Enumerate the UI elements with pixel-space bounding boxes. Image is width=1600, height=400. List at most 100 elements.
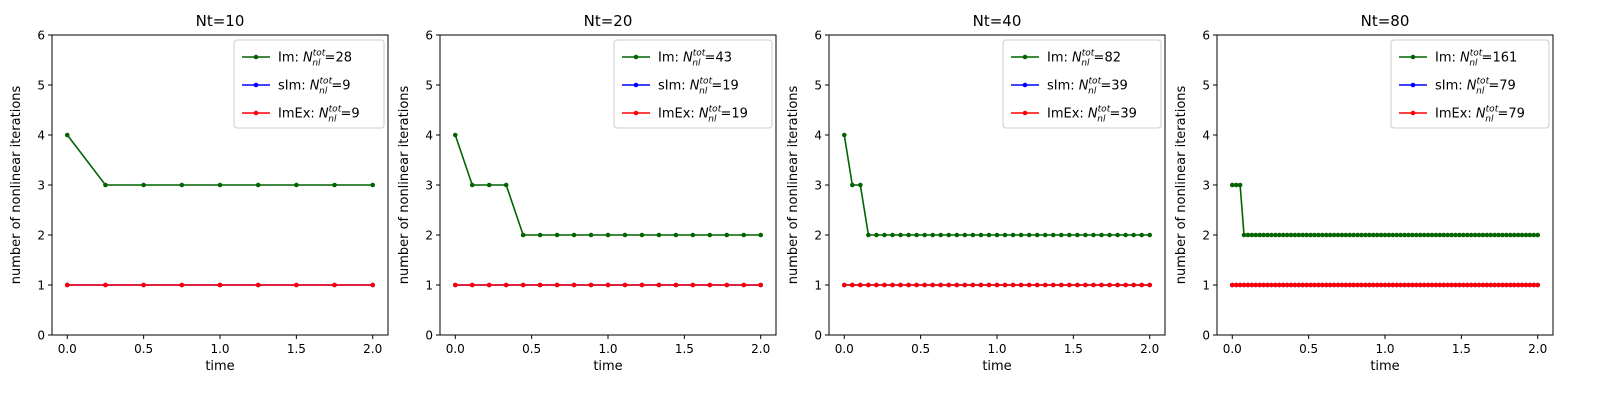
data-point-imex <box>1441 282 1447 288</box>
data-point-imex <box>1261 282 1266 288</box>
y-tick-label: 2 <box>1202 229 1210 243</box>
legend-math-sup: tot <box>700 77 713 87</box>
y-tick-label: 3 <box>37 179 45 193</box>
data-point-imex <box>1316 282 1321 288</box>
data-point-im <box>1453 232 1458 238</box>
data-point-imex <box>1067 282 1072 288</box>
x-tick-label: 1.5 <box>1452 342 1471 356</box>
legend-math-sub: nl <box>1469 59 1478 69</box>
data-point-imex <box>1453 282 1458 288</box>
data-point-imex <box>1535 282 1541 288</box>
data-point-imex <box>179 282 185 288</box>
data-point-im <box>1280 232 1286 238</box>
legend-total: =39 <box>1100 79 1127 94</box>
x-tick-label: 0.0 <box>58 342 77 356</box>
data-point-imex <box>1492 282 1497 288</box>
y-tick-label: 4 <box>425 129 433 143</box>
data-point-im <box>1067 232 1072 238</box>
legend-swatch-marker <box>633 54 639 60</box>
data-point-imex <box>571 282 577 288</box>
data-point-imex <box>1527 282 1533 288</box>
data-point-im <box>1402 232 1407 238</box>
data-point-im <box>1123 232 1128 238</box>
data-point-im <box>1410 232 1415 238</box>
x-tick-label: 0.5 <box>522 342 541 356</box>
legend-label-imex: ImEx: Ntot nl =9 <box>278 105 360 125</box>
data-point-im <box>1323 232 1329 238</box>
data-point-im <box>1249 232 1255 238</box>
legend-math-sub: nl <box>1476 87 1485 97</box>
x-tick-label: 1.5 <box>1064 342 1083 356</box>
legend-label-imex: ImEx: Ntot nl =39 <box>1047 105 1137 125</box>
legend-math-n: N <box>310 79 320 94</box>
data-point-imex <box>1457 282 1462 288</box>
data-point-im <box>994 232 1000 238</box>
data-point-im <box>639 232 645 238</box>
legend-math: : <box>1064 51 1073 66</box>
data-point-imex <box>1331 282 1337 288</box>
legend-math-n: N <box>1072 51 1082 66</box>
legend-math-sup: tot <box>709 105 722 115</box>
y-tick-label: 1 <box>37 279 45 293</box>
legend-total: =161 <box>1482 51 1518 66</box>
data-point-imex <box>922 282 927 288</box>
data-point-imex <box>1414 282 1419 288</box>
legend-math-sub: nl <box>1485 115 1494 125</box>
y-tick-label: 0 <box>425 329 433 343</box>
legend-swatch-marker <box>1022 110 1028 116</box>
data-point-imex <box>370 282 376 288</box>
series-line-im <box>1232 184 1538 236</box>
data-point-imex <box>1300 282 1306 288</box>
data-point-imex <box>1288 282 1294 288</box>
data-point-im <box>1472 232 1478 238</box>
legend-total: =9 <box>340 107 359 122</box>
legend-swatch-marker <box>633 82 639 88</box>
data-point-imex <box>1468 282 1474 288</box>
data-point-imex <box>1464 282 1470 288</box>
y-tick-label: 5 <box>1202 79 1210 93</box>
legend-label-im: Im: Ntot nl =43 <box>658 49 732 69</box>
data-point-im <box>1288 232 1294 238</box>
legend-math-sub: nl <box>1088 87 1097 97</box>
data-point-im <box>1304 232 1309 238</box>
data-point-imex <box>1504 282 1509 288</box>
data-point-imex <box>1099 282 1104 288</box>
data-point-im <box>841 132 847 138</box>
data-point-imex <box>1382 282 1388 288</box>
chart-panel-2: Nt=20 0 1 2 3 4 5 6 0.0 0.5 1.0 1.5 2.0 time number of… <box>397 12 777 374</box>
data-point-imex <box>1026 282 1032 288</box>
data-point-imex <box>1343 282 1349 288</box>
data-point-im <box>1519 232 1525 238</box>
data-point-im <box>866 232 871 238</box>
data-point-im <box>605 232 611 238</box>
legend-math-sup: tot <box>1470 49 1483 59</box>
data-point-imex <box>1370 282 1376 288</box>
x-axis-label: time <box>982 359 1011 374</box>
data-point-imex <box>1363 282 1368 288</box>
data-point-im <box>1429 232 1435 238</box>
data-point-imex <box>707 282 713 288</box>
x-tick-label: 1.0 <box>987 342 1006 356</box>
data-point-imex <box>1233 282 1239 288</box>
data-point-im <box>673 232 679 238</box>
chart-title: Nt=80 <box>1361 12 1410 30</box>
data-point-imex <box>1308 282 1313 288</box>
data-point-im <box>1237 182 1243 188</box>
data-point-imex <box>858 282 863 288</box>
data-point-im <box>1261 232 1266 238</box>
y-tick-label: 2 <box>37 229 45 243</box>
data-point-im <box>1107 232 1112 238</box>
data-point-imex <box>332 282 337 288</box>
data-point-imex <box>639 282 645 288</box>
data-point-im <box>690 232 696 238</box>
data-point-im <box>1147 232 1153 238</box>
data-point-im <box>1320 232 1325 238</box>
legend-swatch-marker <box>1410 82 1416 88</box>
data-point-im <box>1523 232 1529 238</box>
legend-math-sub: nl <box>699 87 708 97</box>
data-point-im <box>1347 232 1353 238</box>
legend-math: : <box>310 107 319 122</box>
data-point-im <box>1284 232 1290 238</box>
data-point-im <box>1359 232 1364 238</box>
legend-math-n: N <box>303 51 313 66</box>
